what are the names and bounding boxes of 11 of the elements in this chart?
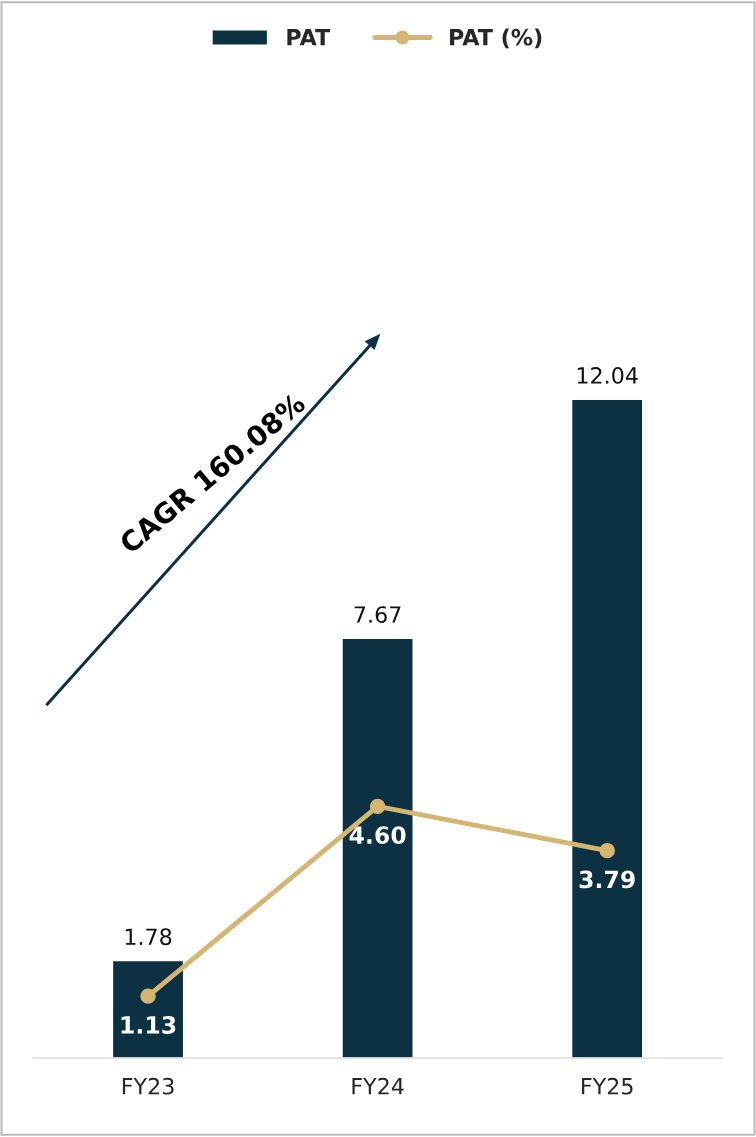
data-label: 1.78 bbox=[125, 928, 172, 946]
data-label: 1.13 bbox=[121, 1016, 176, 1034]
data-label: 12.04 bbox=[577, 367, 638, 384]
x-tick-label: FY23 bbox=[122, 1077, 174, 1095]
data-label: 7.67 bbox=[354, 606, 401, 623]
data-label: 4.60 bbox=[349, 826, 406, 845]
legend-label: PAT bbox=[287, 29, 331, 46]
x-tick-label: FY25 bbox=[582, 1077, 633, 1095]
legend-label: PAT (%) bbox=[450, 28, 542, 49]
x-tick-label: FY24 bbox=[352, 1077, 404, 1095]
data-label: 3.79 bbox=[579, 870, 635, 889]
